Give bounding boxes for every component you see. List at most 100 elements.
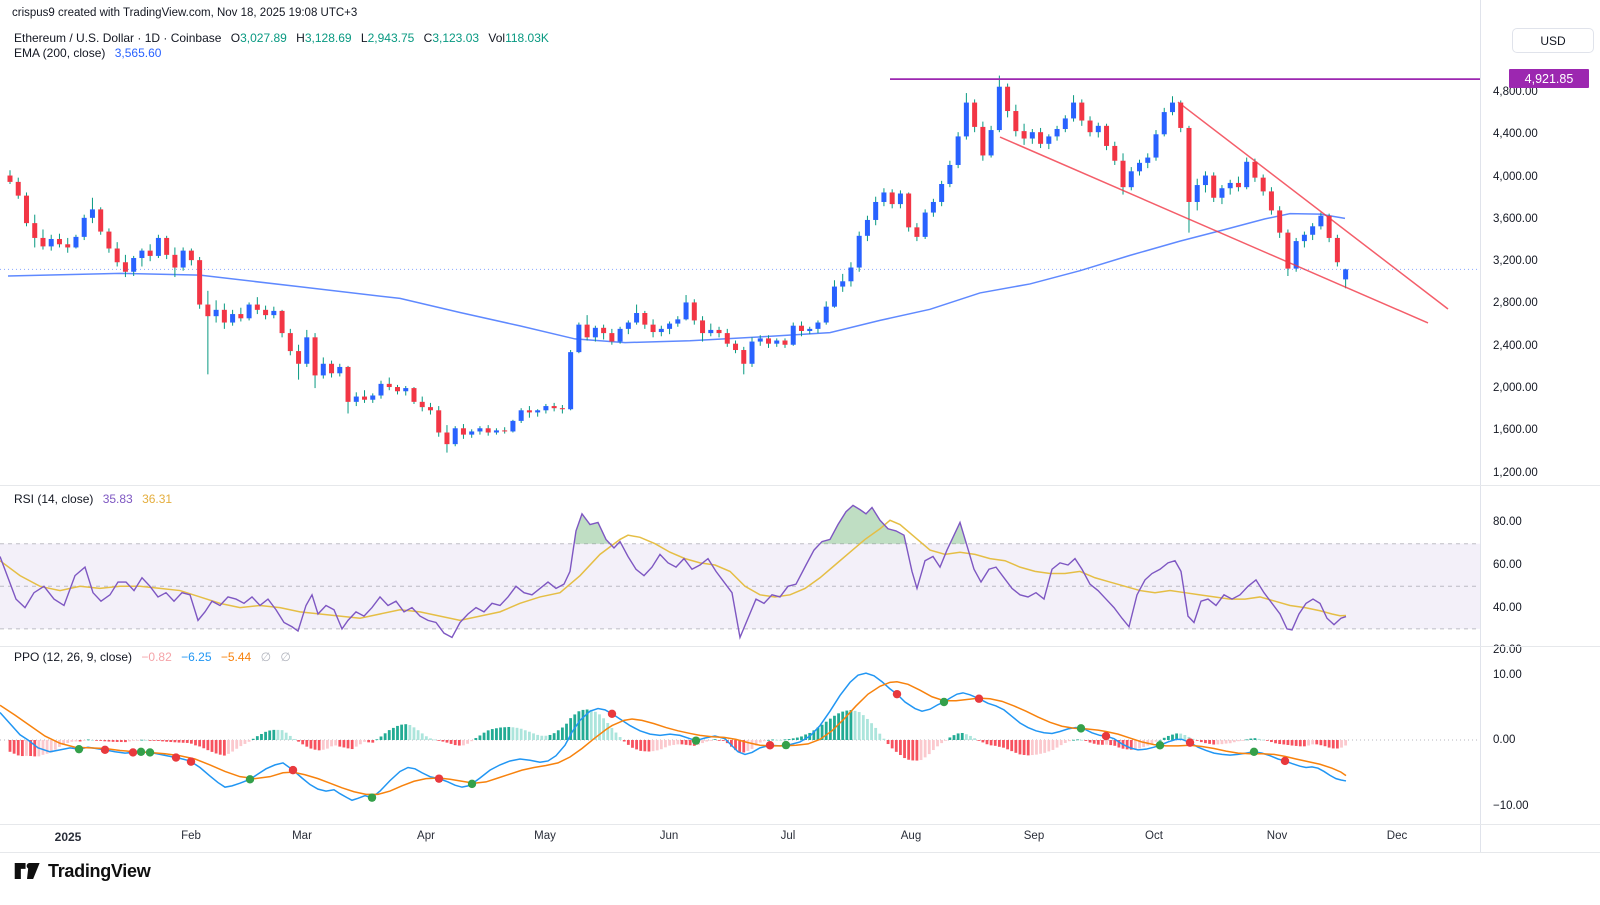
candle (889, 192, 895, 205)
candle (114, 248, 120, 263)
candle (807, 328, 813, 331)
candle (535, 410, 541, 413)
tradingview-logo-text: TradingView (48, 860, 151, 881)
candle (691, 302, 697, 321)
rsi-pane[interactable] (0, 504, 1480, 640)
candle (1104, 125, 1110, 146)
candle (873, 201, 879, 220)
rsi-tick: 60.00 (1493, 559, 1522, 571)
candle (1186, 127, 1192, 202)
sell-signal-dot (765, 741, 775, 750)
candle (592, 327, 598, 338)
rsi-tick: 40.00 (1493, 601, 1522, 614)
candle (493, 430, 499, 433)
candle (477, 428, 483, 432)
candle (89, 209, 95, 218)
candle (1169, 102, 1175, 113)
currency-toggle-button[interactable]: USD (1512, 28, 1594, 53)
empty-set-icon: ∅ (280, 650, 291, 664)
pane-separator[interactable] (0, 646, 1600, 647)
candle (279, 310, 285, 334)
candle (700, 320, 706, 334)
rsi-value: 35.83 (102, 492, 133, 506)
candle (221, 309, 227, 323)
candle (263, 309, 269, 316)
candle (23, 195, 29, 224)
candle (947, 164, 953, 184)
candle (526, 410, 532, 413)
candle (1062, 118, 1068, 130)
sell-signal-dot (434, 774, 444, 783)
ppo-signal-line[interactable] (0, 680, 1347, 796)
candle (213, 309, 219, 317)
candle (782, 340, 788, 345)
candle (1128, 171, 1134, 188)
candle (1054, 129, 1060, 137)
rsi-tick: 80.00 (1493, 516, 1522, 529)
candle (1277, 210, 1283, 233)
tradingview-logo[interactable]: TradingView (14, 860, 151, 882)
candle (98, 209, 104, 232)
month-label: May (534, 830, 556, 842)
candle (543, 406, 549, 411)
candle (584, 324, 590, 338)
trendline[interactable] (999, 136, 1429, 324)
candle (370, 395, 376, 400)
candle (724, 333, 730, 344)
open-label: O (230, 31, 241, 45)
candle (469, 431, 475, 435)
candle (1112, 145, 1118, 161)
buy-signal-dot (691, 736, 701, 745)
candle (444, 432, 450, 445)
price-tick: 3,600.00 (1493, 212, 1538, 225)
trendline[interactable] (1177, 101, 1449, 310)
price-tick: 2,800.00 (1493, 297, 1538, 310)
rsi-line[interactable] (0, 504, 1347, 640)
candle (1120, 160, 1126, 188)
candle (922, 212, 928, 237)
price-pane[interactable] (0, 75, 1480, 453)
pane-separator[interactable] (0, 485, 1600, 486)
candle (378, 383, 384, 396)
price-axis[interactable]: 4,800.00 4,400.00 4,000.00 3,600.00 3,200.00… (1480, 0, 1600, 852)
buy-signal-dot (939, 697, 949, 707)
low-value: 2,943.75 (367, 31, 415, 45)
candle (1326, 215, 1332, 238)
rsi-overbought-fill (820, 505, 906, 544)
candle (634, 313, 640, 323)
candle (551, 406, 557, 409)
candle (996, 86, 1002, 131)
rsi-tick: 20.00 (1493, 644, 1522, 657)
candle (65, 244, 71, 248)
candle (963, 102, 969, 137)
sell-signal-dot (128, 748, 138, 757)
time-axis[interactable]: 2025 Feb Mar Apr May Jun Jul Aug Sep Oct Nov Dec (0, 826, 1480, 852)
buy-signal-dot (1076, 724, 1086, 733)
ppo-line[interactable] (0, 672, 1347, 802)
candle (840, 281, 846, 287)
rsi-ma-value: 36.31 (142, 492, 173, 506)
candle (1202, 175, 1208, 186)
price-tick: 4,000.00 (1493, 170, 1538, 183)
candle (73, 236, 79, 248)
month-label: Oct (1145, 830, 1163, 842)
candle (1178, 102, 1184, 128)
month-label: Jul (780, 830, 796, 842)
ppo-pane[interactable] (0, 672, 1480, 802)
ppo-legend: PPO (12, 26, 9, close) −0.82 −6.25 −5.44… (14, 650, 291, 664)
price-tick: 1,600.00 (1493, 424, 1538, 437)
ppo-hist-value: −0.82 (141, 650, 172, 664)
ema-line[interactable] (7, 212, 1346, 344)
candle (831, 286, 837, 307)
candle (106, 231, 112, 249)
candle (353, 396, 359, 402)
candle (1153, 134, 1159, 158)
sell-signal-dot (100, 745, 110, 755)
candle (40, 237, 46, 247)
candle (180, 250, 186, 268)
price-tick: 2,400.00 (1493, 339, 1538, 352)
candle (419, 401, 425, 408)
candle (246, 304, 252, 319)
candle (48, 238, 54, 247)
